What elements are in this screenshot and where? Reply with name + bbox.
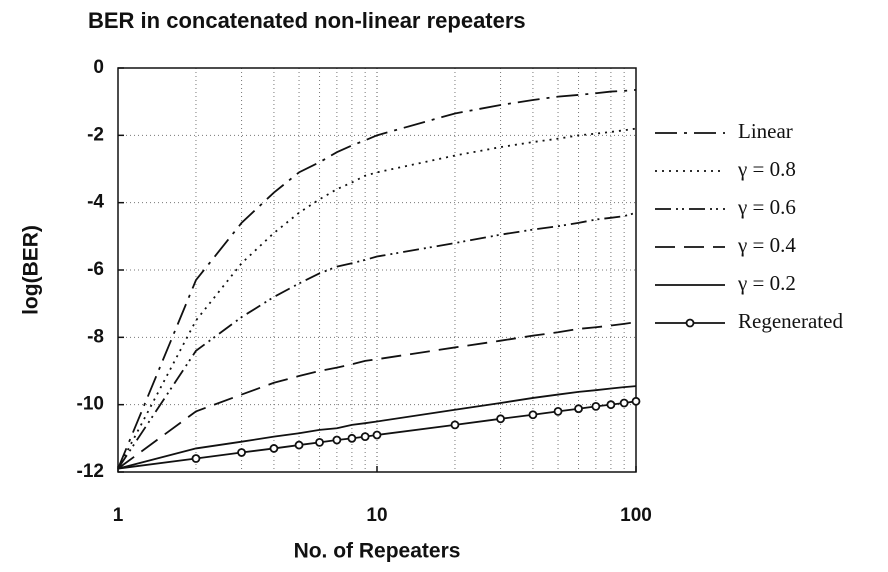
marker <box>496 414 505 424</box>
legend-label: γ = 0.4 <box>737 233 796 257</box>
marker <box>360 432 370 442</box>
y-tick-label: -6 <box>87 259 104 280</box>
marker <box>450 420 460 430</box>
marker <box>347 433 357 443</box>
x-tick-label: 100 <box>620 505 652 526</box>
y-tick-label: -4 <box>87 192 104 213</box>
series-line <box>117 385 637 470</box>
y-tick-label: -8 <box>87 326 104 347</box>
y-tick-label: -12 <box>77 461 104 482</box>
marker <box>591 401 601 411</box>
x-tick-label: 10 <box>366 505 387 526</box>
series-line <box>117 321 637 470</box>
y-tick-label: -2 <box>87 124 104 145</box>
marker <box>606 400 616 410</box>
legend-marker <box>685 318 695 328</box>
marker <box>528 410 538 420</box>
marker <box>574 404 583 414</box>
legend-label: Linear <box>738 119 793 143</box>
legend-label: γ = 0.6 <box>737 195 796 219</box>
marker <box>553 406 563 416</box>
marker <box>631 396 641 406</box>
legend-label: γ = 0.2 <box>737 271 796 295</box>
marker <box>269 444 279 453</box>
chart-title: BER in concatenated non-linear repeaters <box>88 8 526 33</box>
marker <box>372 430 382 440</box>
marker <box>294 440 304 450</box>
legend-label: γ = 0.8 <box>737 157 796 181</box>
y-tick-label: 0 <box>93 57 104 78</box>
series-line <box>117 211 637 470</box>
y-axis-label: log(BER) <box>20 225 43 315</box>
marker <box>191 454 201 463</box>
marker <box>619 398 629 408</box>
marker <box>237 448 246 457</box>
marker <box>315 437 324 447</box>
legend-label: Regenerated <box>738 309 843 333</box>
y-tick-label: -10 <box>77 394 104 415</box>
x-axis-label: No. of Repeaters <box>294 540 461 563</box>
series-line <box>117 88 637 469</box>
marker <box>332 435 342 445</box>
series-line <box>117 127 637 470</box>
plot-frame <box>117 67 637 473</box>
x-tick-label: 1 <box>113 505 124 526</box>
